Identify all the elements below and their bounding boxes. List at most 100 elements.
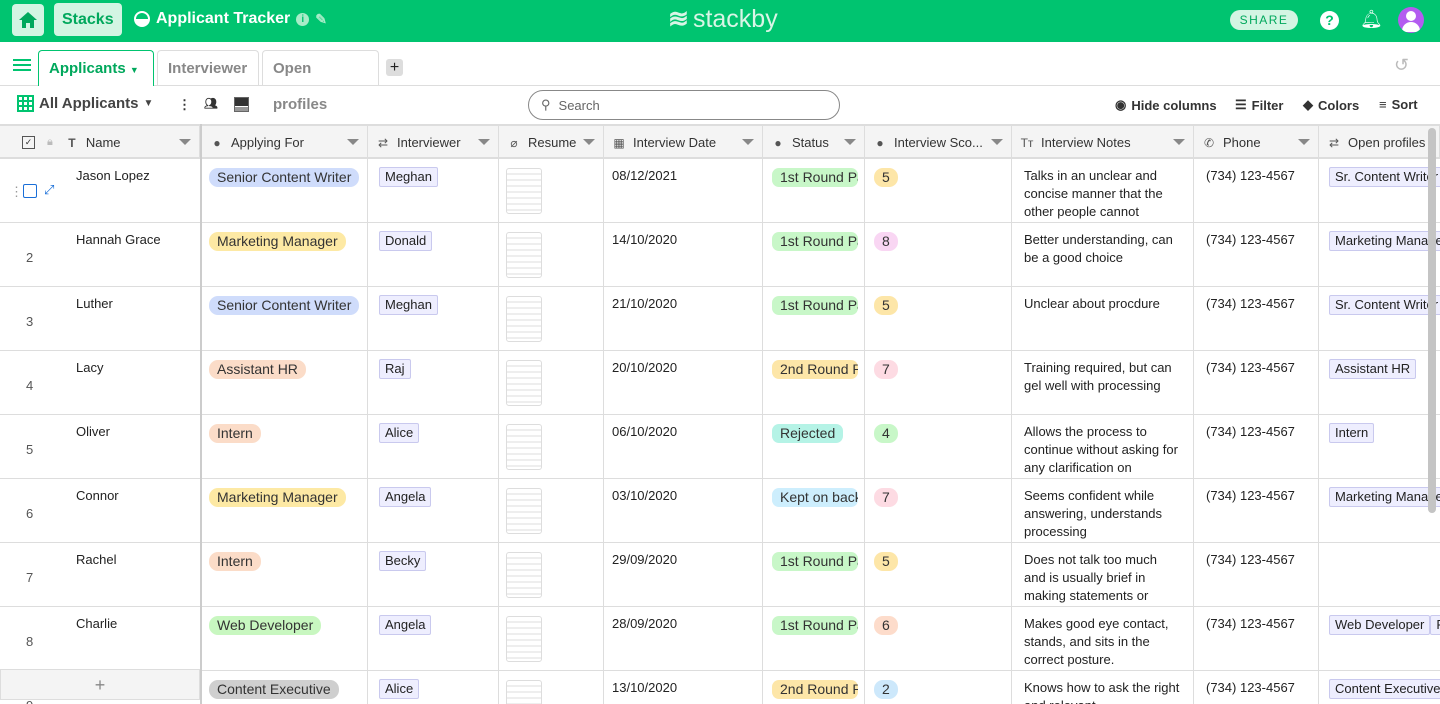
name-cell[interactable]: Oliver (76, 424, 110, 439)
user-avatar[interactable] (1398, 7, 1424, 33)
status-cell[interactable]: 2nd Round Passed (763, 671, 865, 704)
interviewer-cell[interactable]: Raj (368, 351, 499, 414)
resume-cell[interactable] (499, 351, 604, 414)
menu-icon[interactable] (13, 59, 31, 71)
status-cell[interactable]: 1st Round Passed (763, 159, 865, 222)
status-cell[interactable]: Rejected (763, 415, 865, 478)
open-profiles-cell[interactable]: Sr. Content Writer (1319, 287, 1440, 350)
profile-link-chip[interactable]: Web Developer (1329, 615, 1431, 635)
select-all-checkbox[interactable]: ✓ (22, 136, 35, 149)
resume-cell[interactable] (499, 607, 604, 670)
table-row[interactable]: 3 Luther Senior Content Writer Meghan 21… (0, 287, 1440, 351)
view-selector[interactable]: All Applicants ▼ (17, 95, 153, 112)
interviewer-link-chip[interactable]: Alice (379, 679, 420, 699)
interviewer-cell[interactable]: Alice (368, 671, 499, 704)
interview-notes-cell[interactable]: Makes good eye contact, stands, and sits… (1012, 607, 1194, 670)
phone-cell[interactable]: (734) 123-4567 (1194, 543, 1319, 606)
status-cell[interactable]: 1st Round Passed (763, 287, 865, 350)
table-row[interactable]: 5 Oliver Intern Alice 06/10/2020 Rejecte… (0, 415, 1440, 479)
tab-interviewer[interactable]: Interviewer (157, 50, 259, 86)
applying-for-cell[interactable]: Marketing Manager (202, 479, 368, 542)
profile-link-chip[interactable]: Intern (1329, 423, 1375, 443)
applying-for-cell[interactable]: Senior Content Writer (202, 159, 368, 222)
column-header-interviewer[interactable]: ⇄ Interviewer (368, 126, 499, 159)
status-cell[interactable]: 1st Round Passed (763, 223, 865, 286)
column-header-open-profiles[interactable]: ⇄ Open profiles (1319, 126, 1440, 159)
status-cell[interactable]: 2nd Round Passed (763, 351, 865, 414)
interview-date-cell[interactable]: 03/10/2020 (604, 479, 763, 542)
table-row[interactable]: 6 Connor Marketing Manager Angela 03/10/… (0, 479, 1440, 543)
resume-thumbnail[interactable] (506, 488, 542, 534)
applying-for-cell[interactable]: Content Executive (202, 671, 368, 704)
interview-notes-cell[interactable]: Training required, but can gel well with… (1012, 351, 1194, 414)
interview-notes-cell[interactable]: Better understanding, can be a good choi… (1012, 223, 1194, 286)
profile-link-chip[interactable]: Frontend Developer (1430, 615, 1440, 635)
open-profiles-cell[interactable]: Assistant HR (1319, 351, 1440, 414)
interviewer-cell[interactable]: Alice (368, 415, 499, 478)
interview-date-cell[interactable]: 13/10/2020 (604, 671, 763, 704)
column-header-name[interactable]: ✓ 🔒︎ T Name (0, 126, 200, 159)
column-menu-icon[interactable] (742, 139, 754, 145)
column-header-applying-for[interactable]: ● Applying For (202, 126, 368, 159)
interview-score-cell[interactable]: 5 (865, 287, 1012, 350)
column-menu-icon[interactable] (583, 139, 595, 145)
resume-cell[interactable] (499, 479, 604, 542)
resume-thumbnail[interactable] (506, 552, 542, 598)
name-cell[interactable]: Lacy (76, 360, 104, 375)
status-cell[interactable]: Kept on backup (763, 479, 865, 542)
interviewer-link-chip[interactable]: Becky (379, 551, 427, 571)
name-cell[interactable]: Connor (76, 488, 119, 503)
interviewer-cell[interactable]: Angela (368, 479, 499, 542)
interview-date-cell[interactable]: 21/10/2020 (604, 287, 763, 350)
phone-cell[interactable]: (734) 123-4567 (1194, 607, 1319, 670)
search-input[interactable]: ⚲ Search (528, 90, 840, 120)
interview-notes-cell[interactable]: Allows the process to continue without a… (1012, 415, 1194, 478)
table-row[interactable]: ⋮ ⤢ Jason Lopez Senior Content Writer Meg… (0, 159, 1440, 223)
applying-for-cell[interactable]: Intern (202, 415, 368, 478)
resume-thumbnail[interactable] (506, 424, 542, 470)
column-header-resume[interactable]: ⌀ Resume (499, 126, 604, 159)
row-checkbox[interactable] (23, 184, 37, 198)
interview-notes-cell[interactable]: Does not talk too much and is usually br… (1012, 543, 1194, 606)
applying-for-cell[interactable]: Senior Content Writer (202, 287, 368, 350)
resume-cell[interactable] (499, 223, 604, 286)
interview-notes-cell[interactable]: Unclear about procdure (1012, 287, 1194, 350)
phone-cell[interactable]: (734) 123-4567 (1194, 287, 1319, 350)
interview-score-cell[interactable]: 7 (865, 351, 1012, 414)
home-button[interactable] (12, 4, 44, 36)
resume-cell[interactable] (499, 671, 604, 704)
interview-date-cell[interactable]: 06/10/2020 (604, 415, 763, 478)
expand-row-icon[interactable]: ⤢ (44, 182, 55, 197)
phone-cell[interactable]: (734) 123-4567 (1194, 479, 1319, 542)
table-row[interactable]: 2 Hannah Grace Marketing Manager Donald … (0, 223, 1440, 287)
profile-link-chip[interactable]: Assistant HR (1329, 359, 1417, 379)
column-menu-icon[interactable] (1173, 139, 1185, 145)
phone-cell[interactable]: (734) 123-4567 (1194, 223, 1319, 286)
applying-for-cell[interactable]: Web Developer (202, 607, 368, 670)
status-cell[interactable]: 1st Round Passed (763, 543, 865, 606)
open-profiles-cell[interactable]: Web DeveloperFrontend Developer (1319, 607, 1440, 670)
phone-cell[interactable]: (734) 123-4567 (1194, 415, 1319, 478)
interview-score-cell[interactable]: 5 (865, 543, 1012, 606)
name-cell[interactable]: Luther (76, 296, 113, 311)
app-title[interactable]: Applicant Tracker (156, 10, 291, 27)
name-cell[interactable]: Jason Lopez (76, 168, 150, 183)
profile-link-chip[interactable]: Marketing Manager (1329, 487, 1440, 507)
interviewer-link-chip[interactable]: Angela (379, 615, 432, 635)
vertical-scrollbar[interactable] (1428, 128, 1436, 513)
interview-score-cell[interactable]: 8 (865, 223, 1012, 286)
phone-cell[interactable]: (734) 123-4567 (1194, 159, 1319, 222)
colors-button[interactable]: ◆ Colors (1303, 97, 1360, 113)
column-header-phone[interactable]: ✆ Phone (1194, 126, 1319, 159)
interviewer-link-chip[interactable]: Raj (379, 359, 411, 379)
open-profiles-cell[interactable]: Intern (1319, 415, 1440, 478)
name-cell[interactable]: Charlie (76, 616, 118, 631)
phone-cell[interactable]: (734) 123-4567 (1194, 671, 1319, 704)
edit-icon[interactable]: ✎ (315, 10, 328, 27)
interview-date-cell[interactable]: 20/10/2020 (604, 351, 763, 414)
interviewer-link-chip[interactable]: Donald (379, 231, 433, 251)
help-icon[interactable]: ? (1320, 11, 1339, 30)
profile-link-chip[interactable]: Sr. Content Writer (1329, 295, 1440, 315)
resume-thumbnail[interactable] (506, 168, 542, 214)
phone-cell[interactable]: (734) 123-4567 (1194, 351, 1319, 414)
